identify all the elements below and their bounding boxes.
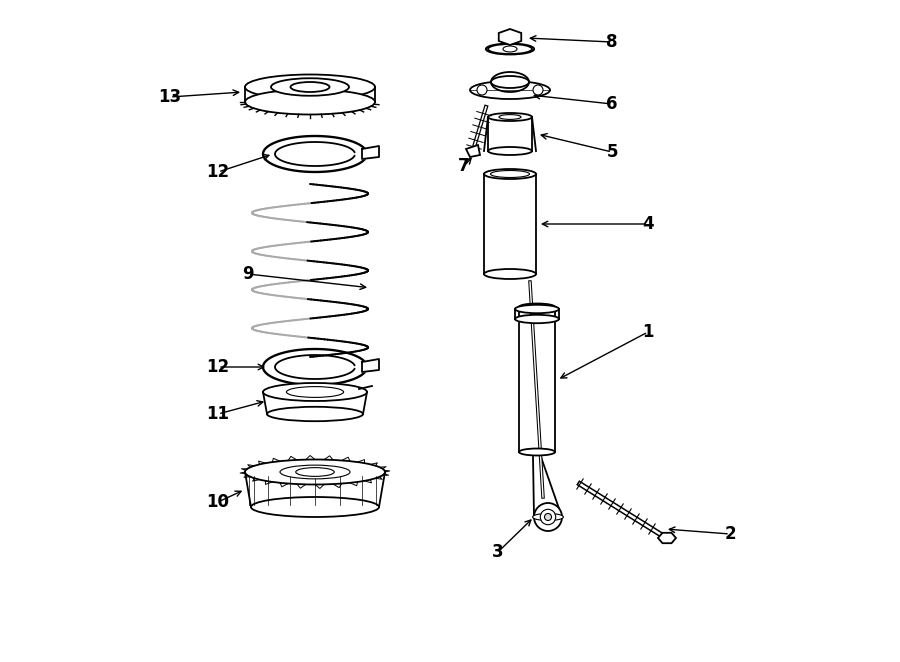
Polygon shape [362,359,379,372]
Ellipse shape [484,169,536,179]
Text: 12: 12 [206,163,230,181]
Circle shape [477,85,487,95]
Polygon shape [362,146,379,159]
Ellipse shape [491,76,529,88]
Ellipse shape [488,44,532,54]
Ellipse shape [515,305,559,313]
Circle shape [540,509,555,525]
Ellipse shape [296,467,334,477]
Ellipse shape [267,407,363,421]
Ellipse shape [280,465,350,479]
Text: 8: 8 [607,33,617,51]
Ellipse shape [488,113,532,121]
Text: 5: 5 [607,143,617,161]
Circle shape [544,514,552,520]
Text: 3: 3 [492,543,504,561]
Ellipse shape [533,514,563,520]
Ellipse shape [503,46,517,52]
Circle shape [533,85,543,95]
Ellipse shape [291,82,329,92]
Text: 7: 7 [458,157,470,175]
Polygon shape [499,29,521,45]
Text: 2: 2 [724,525,736,543]
Polygon shape [466,145,480,157]
Circle shape [534,503,562,531]
Ellipse shape [470,81,550,99]
Ellipse shape [245,89,375,115]
Ellipse shape [515,315,559,323]
Text: 1: 1 [643,323,653,341]
Ellipse shape [245,75,375,99]
Ellipse shape [286,387,344,397]
Ellipse shape [499,115,521,119]
Ellipse shape [491,72,529,92]
Ellipse shape [519,303,555,310]
Text: 13: 13 [158,88,182,106]
Ellipse shape [245,459,385,485]
Text: 12: 12 [206,358,230,376]
Text: 6: 6 [607,95,617,113]
Polygon shape [658,533,676,544]
Ellipse shape [484,269,536,279]
Ellipse shape [488,147,532,155]
Ellipse shape [251,497,379,517]
Ellipse shape [486,44,535,54]
Text: 4: 4 [643,215,653,233]
Text: 10: 10 [206,493,230,511]
Text: 9: 9 [242,265,254,283]
Ellipse shape [491,171,529,177]
Ellipse shape [271,78,349,96]
Ellipse shape [519,448,555,455]
Ellipse shape [263,383,367,401]
Text: 11: 11 [206,405,230,423]
